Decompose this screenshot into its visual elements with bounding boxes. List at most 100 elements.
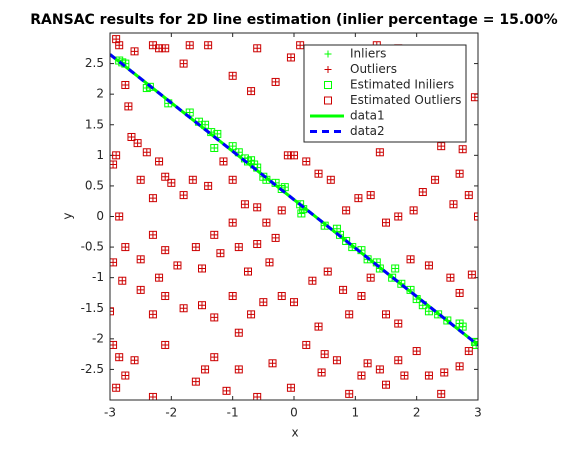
point — [464, 191, 473, 200]
point — [394, 320, 402, 328]
point — [192, 243, 200, 251]
point — [366, 273, 375, 282]
point — [318, 368, 326, 376]
point — [354, 194, 362, 202]
point — [112, 151, 120, 159]
point — [272, 234, 280, 242]
point — [424, 371, 433, 380]
point — [115, 353, 123, 361]
legend-label: Estimated Iniliers — [350, 78, 454, 92]
point — [142, 148, 151, 157]
y-tick-label: -1.5 — [81, 301, 104, 315]
point — [271, 233, 280, 242]
point — [286, 53, 295, 62]
point — [161, 292, 169, 300]
point — [167, 179, 175, 187]
point — [391, 264, 399, 272]
point — [342, 206, 350, 214]
point — [235, 243, 243, 251]
x-tick-label: 0 — [290, 406, 298, 420]
point — [375, 148, 384, 157]
point — [130, 356, 139, 365]
point — [268, 359, 277, 368]
point — [180, 304, 188, 312]
point — [229, 72, 237, 80]
point — [446, 273, 455, 282]
point — [409, 206, 418, 215]
point — [253, 203, 261, 211]
point — [253, 393, 261, 400]
point — [219, 157, 228, 166]
point — [121, 81, 129, 89]
point — [247, 87, 256, 96]
point — [191, 243, 200, 252]
x-tick-label: 1 — [352, 406, 360, 420]
point — [149, 231, 157, 239]
y-tick-label: -0.5 — [81, 240, 104, 254]
point — [440, 368, 448, 376]
point — [228, 292, 237, 301]
point — [278, 292, 286, 300]
point — [110, 258, 118, 267]
point — [446, 274, 454, 282]
point — [259, 298, 268, 307]
point — [204, 182, 212, 190]
point — [290, 151, 298, 160]
point — [179, 59, 188, 68]
point — [180, 191, 188, 199]
point — [327, 176, 335, 184]
point — [161, 340, 170, 349]
point — [118, 277, 126, 285]
point — [354, 194, 363, 203]
point — [161, 173, 169, 181]
point — [210, 353, 218, 361]
axes-box — [109, 32, 479, 401]
point — [198, 264, 206, 272]
point — [283, 151, 292, 160]
point — [382, 310, 390, 318]
point — [412, 347, 421, 356]
point — [198, 301, 206, 310]
x-tick-label: -3 — [104, 406, 116, 420]
point — [342, 236, 351, 245]
point — [437, 389, 446, 398]
point — [253, 240, 261, 248]
point — [161, 246, 170, 255]
point — [121, 371, 130, 380]
point — [241, 200, 249, 208]
point — [470, 93, 478, 102]
point — [124, 102, 132, 110]
point — [219, 157, 227, 165]
point — [419, 188, 427, 196]
point — [296, 41, 304, 49]
point — [326, 175, 335, 184]
y-tick-label: -2.5 — [81, 362, 104, 376]
point — [400, 372, 408, 380]
point — [110, 160, 118, 169]
y-tick-label: 2 — [96, 87, 104, 101]
point — [110, 258, 117, 266]
point — [234, 328, 243, 337]
point — [115, 212, 124, 221]
point — [314, 322, 323, 331]
point — [131, 356, 139, 364]
point — [185, 41, 194, 50]
point — [339, 286, 347, 294]
point — [271, 77, 280, 86]
point — [133, 139, 142, 148]
point — [464, 347, 473, 356]
point — [186, 109, 194, 117]
point — [148, 392, 157, 400]
x-tick-label: -1 — [227, 406, 239, 420]
point — [265, 258, 273, 266]
point — [286, 383, 295, 392]
chart-title: RANSAC results for 2D line estimation (i… — [30, 12, 557, 28]
point — [198, 264, 206, 273]
point — [394, 213, 402, 220]
point — [443, 316, 452, 325]
x-tick-label: 2 — [413, 406, 421, 420]
point — [302, 340, 311, 349]
point — [228, 175, 237, 184]
point — [324, 268, 332, 276]
